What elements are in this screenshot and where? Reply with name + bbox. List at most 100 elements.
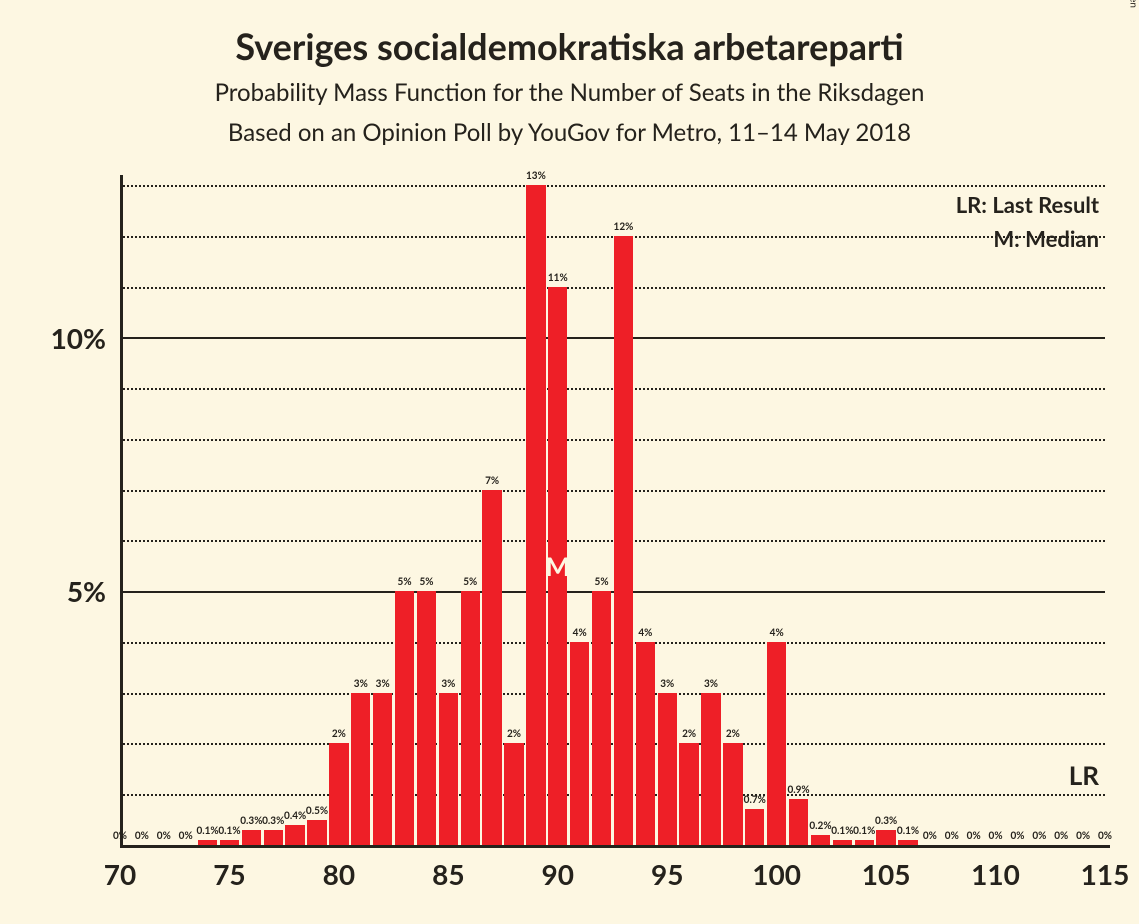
bar — [636, 642, 655, 845]
gridline-minor — [120, 642, 1105, 644]
bar-value-label: 2% — [726, 728, 740, 740]
bar-value-label: 0.9% — [787, 784, 809, 796]
bar — [395, 591, 414, 845]
bar-value-label: 0.1% — [218, 825, 240, 837]
gridline-major — [120, 591, 1105, 593]
bar-value-label: 11% — [548, 272, 568, 284]
gridline-minor — [120, 439, 1105, 441]
bar-value-label: 0% — [1010, 830, 1024, 842]
bar-value-label: 0.5% — [306, 805, 328, 817]
bar-value-label: 5% — [595, 576, 609, 588]
bar — [876, 830, 895, 845]
bar-value-label: 0.1% — [897, 825, 919, 837]
bar — [329, 743, 348, 845]
bar-value-label: 3% — [354, 678, 368, 690]
bar-value-label: 0.3% — [240, 815, 262, 827]
bar-value-label: 4% — [573, 627, 587, 639]
bar-value-label: 2% — [507, 728, 521, 740]
bar — [855, 840, 874, 845]
x-axis-tick-label: 70 — [104, 857, 136, 891]
gridline-minor — [120, 693, 1105, 695]
chart-container: Sveriges socialdemokratiska arbetarepart… — [0, 0, 1139, 924]
bar-value-label: 0% — [989, 830, 1003, 842]
last-result-marker: LR — [1069, 759, 1099, 791]
bar-value-label: 3% — [376, 678, 390, 690]
bar-value-label: 5% — [419, 576, 433, 588]
bar-value-label: 0.7% — [744, 794, 766, 806]
x-axis-tick-label: 110 — [971, 857, 1020, 891]
bar — [285, 825, 304, 845]
bar — [242, 830, 261, 845]
bar — [307, 820, 326, 845]
bar-value-label: 0% — [113, 830, 127, 842]
bar-value-label: 4% — [770, 627, 784, 639]
bar — [439, 693, 458, 845]
gridline-major — [120, 337, 1105, 339]
x-axis-tick-label: 115 — [1081, 857, 1130, 891]
gridline-minor — [120, 287, 1105, 289]
gridline-minor — [120, 236, 1105, 238]
bar-value-label: 5% — [398, 576, 412, 588]
bar-value-label: 0.2% — [809, 820, 831, 832]
bar-value-label: 3% — [441, 678, 455, 690]
bar — [351, 693, 370, 845]
bar-value-label: 0.1% — [196, 825, 218, 837]
plot-area: 0%0%0%0%0.1%0.1%0.3%0.3%0.4%0.5%2%3%3%5%… — [120, 185, 1105, 845]
bar — [220, 840, 239, 845]
bar-value-label: 3% — [660, 678, 674, 690]
gridline-minor — [120, 540, 1105, 542]
x-axis — [120, 845, 1110, 848]
bar — [482, 490, 501, 845]
gridline-minor — [120, 388, 1105, 390]
bar-value-label: 0% — [135, 830, 149, 842]
bar — [461, 591, 480, 845]
y-axis-tick-label: 5% — [16, 574, 106, 608]
bar — [701, 693, 720, 845]
bar — [526, 185, 545, 845]
bar — [745, 809, 764, 845]
bar — [504, 743, 523, 845]
bar — [658, 693, 677, 845]
gridline-minor — [120, 185, 1105, 187]
bar — [264, 830, 283, 845]
bar-value-label: 0% — [1032, 830, 1046, 842]
bar-value-label: 0.1% — [831, 825, 853, 837]
x-axis-tick-label: 80 — [323, 857, 355, 891]
y-axis-tick-label: 10% — [16, 321, 106, 355]
bar — [614, 236, 633, 845]
bar — [898, 840, 917, 845]
legend-median: M: Median — [993, 225, 1099, 252]
bar-value-label: 0% — [967, 830, 981, 842]
y-axis — [120, 175, 123, 845]
bar-value-label: 5% — [463, 576, 477, 588]
x-axis-tick-label: 90 — [542, 857, 574, 891]
bar — [592, 591, 611, 845]
bar-value-label: 0.3% — [875, 815, 897, 827]
x-axis-tick-label: 105 — [862, 857, 911, 891]
bar-value-label: 0.1% — [853, 825, 875, 837]
bar-value-label: 2% — [332, 728, 346, 740]
chart-title: Sveriges socialdemokratiska arbetarepart… — [0, 24, 1139, 68]
bar-value-label: 0% — [923, 830, 937, 842]
bar — [789, 799, 808, 845]
x-axis-tick-label: 75 — [213, 857, 245, 891]
gridline-minor — [120, 490, 1105, 492]
bar-value-label: 7% — [485, 475, 499, 487]
bar-value-label: 0% — [157, 830, 171, 842]
copyright-text: © 2018 Filip van Laenen — [1127, 0, 1139, 8]
gridline-minor — [120, 743, 1105, 745]
x-axis-tick-label: 85 — [432, 857, 464, 891]
median-marker: M — [545, 550, 570, 582]
gridline-minor — [120, 794, 1105, 796]
bar — [570, 642, 589, 845]
bar-value-label: 4% — [638, 627, 652, 639]
bar — [723, 743, 742, 845]
x-axis-tick-label: 95 — [651, 857, 683, 891]
x-axis-tick-label: 100 — [752, 857, 801, 891]
bar-value-label: 12% — [614, 221, 634, 233]
chart-subtitle-2: Based on an Opinion Poll by YouGov for M… — [0, 118, 1139, 147]
bar — [373, 693, 392, 845]
bar — [679, 743, 698, 845]
bar-value-label: 3% — [704, 678, 718, 690]
bar-value-label: 13% — [526, 170, 546, 182]
